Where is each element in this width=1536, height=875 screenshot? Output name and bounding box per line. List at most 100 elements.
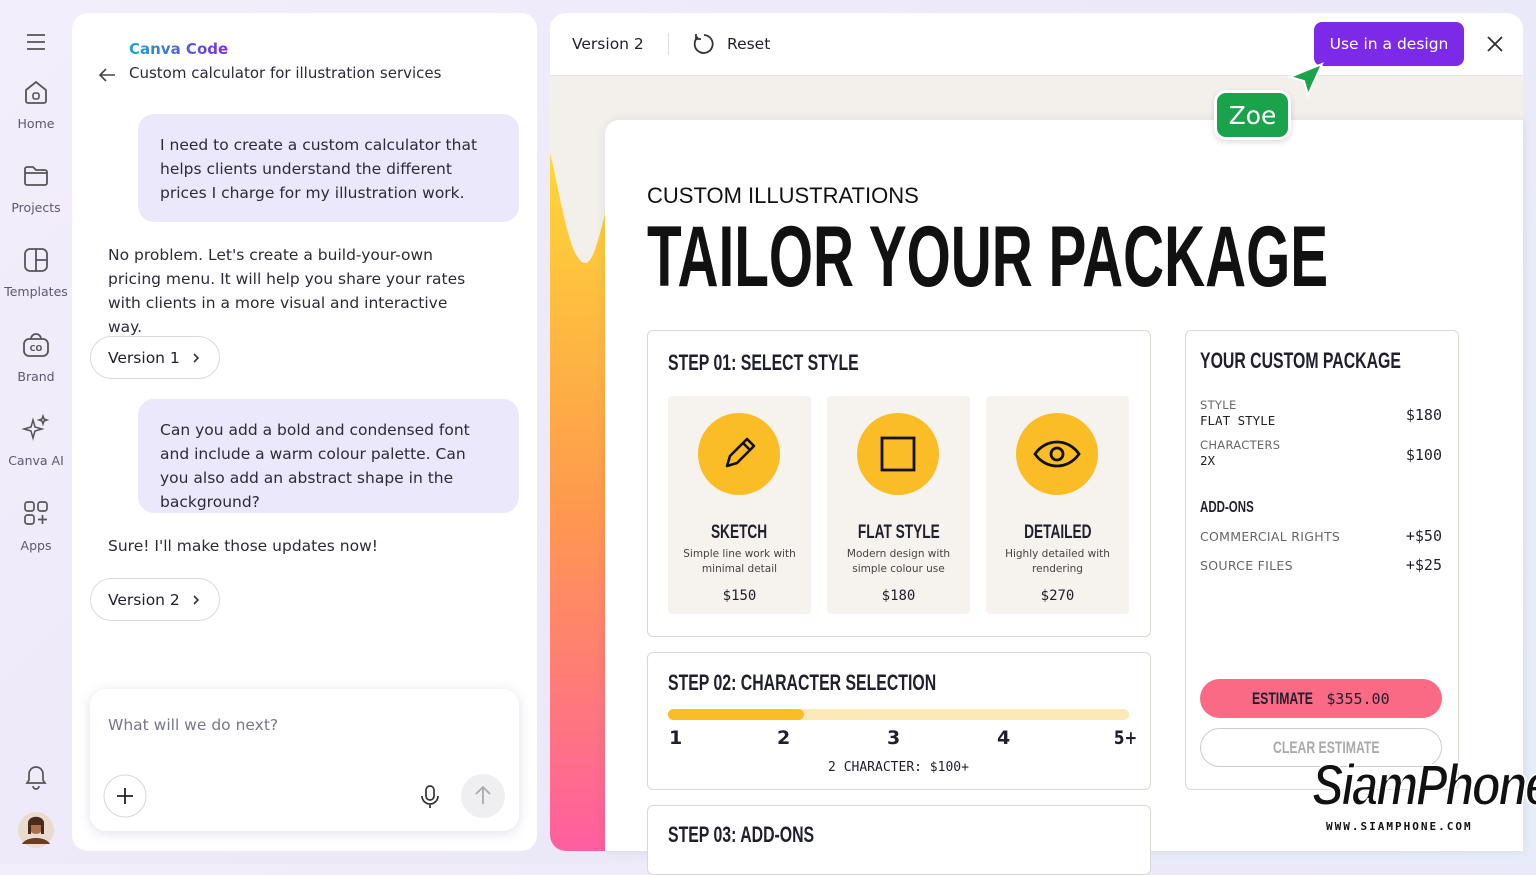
toolbar-divider (550, 75, 1523, 76)
step-title: STEP 03: ADD-ONS (668, 822, 815, 847)
assistant-message: No problem. Let's create a build-your-ow… (108, 246, 466, 336)
watermark-brand: SiamPhone (1311, 752, 1536, 819)
menu-icon[interactable] (26, 33, 46, 51)
use-in-design-button[interactable]: Use in a design (1314, 22, 1464, 66)
eyebrow: CUSTOM ILLUSTRATIONS (647, 183, 919, 208)
user-message: Can you add a bold and condensed font an… (138, 399, 519, 513)
user-avatar[interactable] (18, 812, 54, 848)
addons-title: ADD-ONS (1200, 497, 1275, 517)
nav-projects[interactable]: Projects (11, 200, 61, 215)
option-price: $150 (722, 588, 757, 604)
option-name: SKETCH (711, 522, 768, 543)
version-button[interactable]: Version 2 (90, 578, 220, 621)
package-title-text: YOUR CUSTOM PACKAGE (1200, 348, 1401, 373)
chevron (193, 352, 199, 363)
addons-title-text: ADD-ONS (1200, 499, 1254, 516)
home-icon[interactable] (23, 79, 49, 105)
version-indicator[interactable]: Version 2 (572, 35, 644, 53)
chat-input[interactable]: What will we do next? (90, 689, 519, 831)
option-description: Highly detailed with rendering (1005, 548, 1110, 575)
brand-icon[interactable]: CO (22, 332, 50, 358)
option-description: Simple line work with minimal detail (683, 548, 796, 575)
addon-label: SOURCE FILES (1200, 558, 1293, 573)
canva-ai-icon[interactable] (22, 414, 50, 442)
option-name: FLAT STYLE (857, 522, 940, 543)
chevron (193, 594, 199, 605)
send-button[interactable] (461, 774, 505, 818)
estimate-value: $355.00 (1326, 689, 1390, 708)
character-summary: 2 CHARACTER: $100+ (828, 760, 969, 775)
step2-title: STEP 02: CHARACTER SELECTION (668, 670, 1040, 696)
version-label: Version 1 (108, 348, 180, 367)
input-placeholder: What will we do next? (108, 716, 279, 734)
projects-icon[interactable] (23, 163, 49, 189)
style-option[interactable]: DETAILED Highly detailed with rendering … (986, 396, 1129, 614)
user-message: I need to create a custom calculator tha… (138, 114, 519, 222)
collaborator-cursor (1286, 62, 1324, 98)
option-icon (857, 413, 939, 495)
nav-home[interactable]: Home (17, 116, 55, 131)
close-button[interactable] (1486, 35, 1504, 53)
estimate-label: ESTIMATE (1252, 688, 1314, 708)
option-icon (698, 413, 780, 495)
step-title: STEP 02: CHARACTER SELECTION (668, 670, 937, 695)
nav-apps[interactable]: Apps (20, 538, 52, 553)
step2-card (647, 652, 1151, 790)
option-name: DETAILED (1023, 522, 1092, 543)
nav-canva-ai[interactable]: Canva AI (8, 453, 64, 468)
item-label: CHARACTERS (1200, 438, 1281, 452)
item-label: STYLE (1200, 398, 1237, 412)
item-price: $100 (1405, 446, 1442, 464)
back-button[interactable] (97, 67, 117, 83)
style-option[interactable]: FLAT STYLE Modern design with simple col… (827, 396, 970, 614)
scale-label: 1 (669, 727, 683, 749)
step1-title: STEP 01: SELECT STYLE (668, 350, 933, 376)
templates-icon[interactable] (23, 247, 49, 273)
version-button[interactable]: Version 1 (90, 336, 220, 379)
step-title: STEP 01: SELECT STYLE (668, 350, 859, 375)
scale-label: 4 (997, 727, 1011, 749)
option-price: $270 (1040, 588, 1075, 604)
item-price: $180 (1405, 406, 1442, 424)
option-price: $180 (881, 588, 916, 604)
item-detail: FLAT STYLE (1200, 413, 1276, 428)
scale-label: 5+ (1113, 727, 1138, 749)
step3-card (647, 805, 1151, 875)
add-button[interactable] (103, 774, 147, 818)
scale-label: 3 (887, 727, 901, 749)
clear-estimate-button[interactable]: CLEAR ESTIMATE (1200, 728, 1442, 767)
separator (668, 33, 669, 55)
nav-templates[interactable]: Templates (4, 284, 68, 299)
notifications-icon[interactable] (24, 764, 48, 790)
slider-scale: 1 2 3 4 5+ (668, 727, 1137, 749)
clear-label: CLEAR ESTIMATE (1273, 737, 1380, 757)
scale-label: 2 (777, 727, 791, 749)
sidebar: Home Projects Templates CO Brand Canva A… (0, 0, 72, 864)
reset-icon[interactable] (692, 32, 716, 56)
step3-title: STEP 03: ADD-ONS (668, 822, 871, 848)
slider-fill (668, 709, 804, 720)
chat-brand: Canva Code (129, 40, 229, 58)
addon-label: COMMERCIAL RIGHTS (1200, 529, 1341, 544)
slider-track[interactable] (668, 709, 1129, 720)
mic-button[interactable] (420, 784, 440, 810)
apps-icon[interactable] (23, 500, 49, 526)
style-option[interactable]: SKETCH Simple line work with minimal det… (668, 396, 811, 614)
chat-title: Custom calculator for illustration servi… (129, 64, 442, 82)
item-detail: 2X (1200, 453, 1216, 468)
heading-text: TAILOR YOUR PACKAGE (647, 209, 1329, 305)
assistant-message: Sure! I'll make those updates now! (108, 537, 378, 555)
estimate-pill: ESTIMATE $355.00 (1200, 679, 1442, 718)
heading: TAILOR YOUR PACKAGE (647, 214, 1536, 300)
svg-text:CO: CO (30, 344, 43, 353)
option-icon (1016, 413, 1098, 495)
option-description: Modern design with simple colour use (846, 548, 951, 575)
collaborator-label: Zoe (1214, 90, 1291, 140)
package-title: YOUR CUSTOM PACKAGE (1200, 348, 1479, 374)
nav-brand[interactable]: Brand (17, 369, 55, 384)
watermark-url: WWW.SIAMPHONE.COM (1326, 820, 1473, 833)
addon-price: +$25 (1405, 556, 1442, 574)
reset-button[interactable]: Reset (727, 35, 771, 53)
addon-price: +$50 (1405, 527, 1442, 545)
